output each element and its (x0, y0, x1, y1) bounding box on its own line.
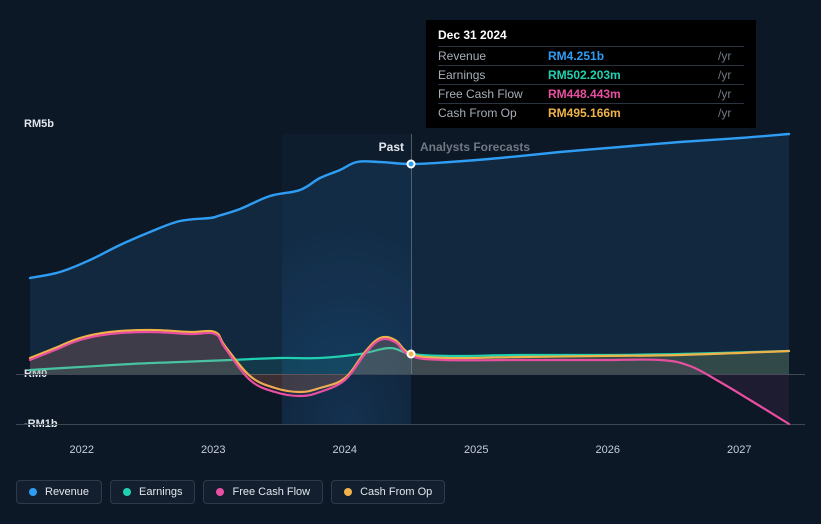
tooltip-series-value: RM4.251b (548, 47, 714, 66)
legend-label: Free Cash Flow (232, 486, 310, 498)
legend-label: Earnings (139, 486, 182, 498)
tooltip-row: Revenue RM4.251b /yr (438, 47, 744, 66)
tooltip-series-label: Cash From Op (438, 104, 548, 123)
legend-item-free-cash-flow[interactable]: Free Cash Flow (203, 480, 323, 504)
legend-dot-icon (123, 488, 131, 496)
x-axis: 2022 2023 2024 2025 2026 2027 (16, 444, 805, 456)
tooltip-row: Cash From Op RM495.166m /yr (438, 104, 744, 123)
tooltip-series-value: RM502.203m (548, 66, 714, 85)
x-axis-tick: 2027 (674, 444, 806, 456)
chart-legend: Revenue Earnings Free Cash Flow Cash Fro… (16, 480, 445, 504)
tooltip-series-label: Revenue (438, 47, 548, 66)
series-marker (407, 160, 416, 169)
series-marker (407, 350, 416, 359)
tooltip-table: Revenue RM4.251b /yr Earnings RM502.203m… (438, 46, 744, 122)
legend-item-earnings[interactable]: Earnings (110, 480, 195, 504)
x-axis-tick: 2023 (148, 444, 280, 456)
legend-item-cash-from-op[interactable]: Cash From Op (331, 480, 445, 504)
tooltip-series-value: RM495.166m (548, 104, 714, 123)
tooltip-series-label: Earnings (438, 66, 548, 85)
tooltip-series-label: Free Cash Flow (438, 85, 548, 104)
tooltip-row: Earnings RM502.203m /yr (438, 66, 744, 85)
legend-dot-icon (29, 488, 37, 496)
financials-chart: Past Analysts Forecasts RM5b RM0 -RM1b 2… (16, 16, 805, 508)
x-axis-tick: 2025 (411, 444, 543, 456)
tooltip-date: Dec 31 2024 (438, 28, 744, 42)
chart-tooltip: Dec 31 2024 Revenue RM4.251b /yr Earning… (426, 20, 756, 128)
tooltip-series-per: /yr (714, 85, 744, 104)
legend-dot-icon (344, 488, 352, 496)
tooltip-series-per: /yr (714, 47, 744, 66)
x-axis-tick: 2026 (542, 444, 674, 456)
tooltip-series-per: /yr (714, 104, 744, 123)
legend-label: Revenue (45, 486, 89, 498)
legend-dot-icon (216, 488, 224, 496)
tooltip-series-per: /yr (714, 66, 744, 85)
x-axis-tick: 2024 (279, 444, 411, 456)
tooltip-row: Free Cash Flow RM448.443m /yr (438, 85, 744, 104)
legend-item-revenue[interactable]: Revenue (16, 480, 102, 504)
legend-label: Cash From Op (360, 486, 432, 498)
x-axis-tick: 2022 (16, 444, 148, 456)
tooltip-series-value: RM448.443m (548, 85, 714, 104)
